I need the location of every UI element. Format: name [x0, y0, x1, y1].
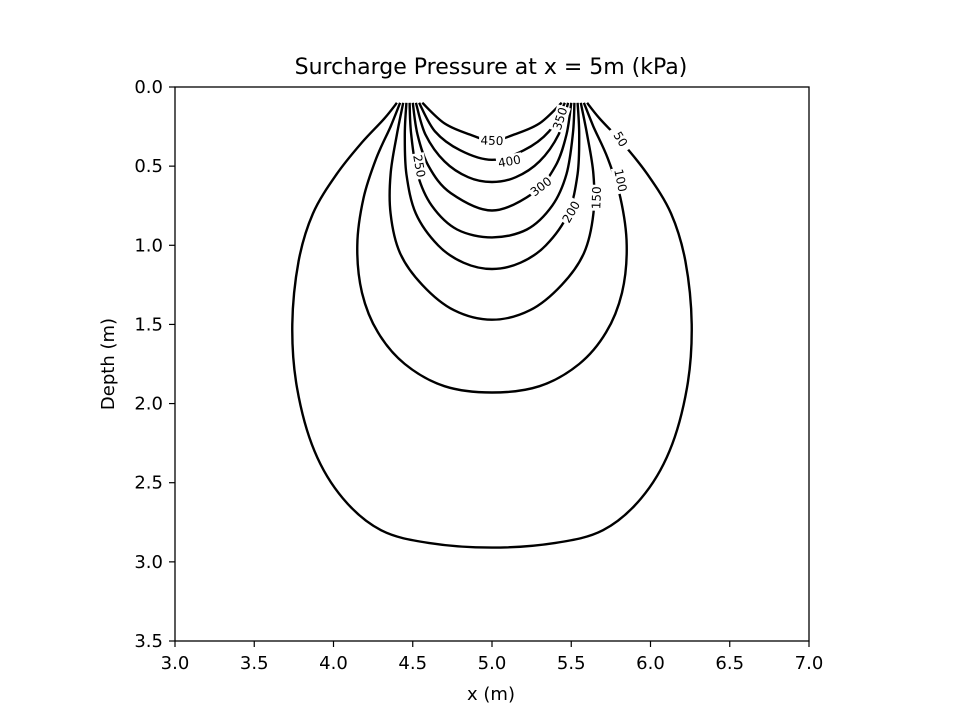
- contour-line-50: [291, 102, 693, 549]
- contour-label-bg: [589, 184, 605, 212]
- y-tick-label: 0.5: [134, 156, 163, 177]
- contour-line-200: [403, 102, 581, 271]
- contour-label-group-300: 300: [526, 173, 556, 201]
- contour-label-group-50: 50: [607, 124, 634, 154]
- x-tick-label: 3.5: [240, 653, 269, 674]
- contour-line-350: [414, 102, 570, 184]
- x-tick-label: 6.0: [636, 653, 665, 674]
- x-tick-label: 6.5: [715, 653, 744, 674]
- chart-title: Surcharge Pressure at x = 5m (kPa): [295, 55, 688, 80]
- y-axis-label: Depth (m): [98, 318, 119, 410]
- y-tick-label: 1.5: [134, 314, 163, 335]
- contour-label-150: 150: [589, 186, 604, 209]
- y-tick-label: 1.0: [134, 235, 163, 256]
- x-tick-label: 5.0: [478, 653, 507, 674]
- y-axis: 0.0 0.5 1.0 1.5 2.0 2.5 3.0 3.5: [134, 77, 175, 652]
- contour-line-300: [411, 102, 573, 212]
- contour-label-450: 450: [480, 133, 503, 148]
- contour-label-group-450: 450: [478, 133, 506, 149]
- x-tick-label: 5.5: [557, 653, 586, 674]
- y-tick-label: 3.5: [134, 631, 163, 652]
- contour-label-group-350: 350: [549, 104, 571, 134]
- contour-label-group-100: 100: [610, 166, 630, 195]
- y-tick-label: 3.0: [134, 552, 163, 573]
- contour-label-bg: [607, 124, 634, 154]
- y-tick-label: 0.0: [134, 77, 163, 98]
- plot-frame: [174, 86, 810, 642]
- contour-label-group-250: 250: [409, 152, 429, 181]
- contour-label-bg: [549, 104, 571, 134]
- contour-label-bg: [526, 173, 556, 201]
- contour-label-100: 100: [611, 168, 629, 193]
- contour-lines: [291, 101, 693, 549]
- contour-label-group-400: 400: [495, 152, 524, 171]
- x-tick-label: 7.0: [795, 653, 824, 674]
- y-tick-label: 2.5: [134, 473, 163, 494]
- contour-label-50: 50: [610, 129, 630, 149]
- contour-line-400: [418, 102, 566, 161]
- contour-label-400: 400: [497, 153, 522, 171]
- y-tick-label: 2.0: [134, 394, 163, 415]
- contour-label-bg: [495, 152, 524, 171]
- x-axis: 3.0 3.5 4.0 4.5 5.0 5.5 6.0 6.5 7.0: [161, 641, 824, 674]
- x-tick-label: 4.5: [398, 653, 427, 674]
- contour-label-group-150: 150: [589, 184, 605, 212]
- contour-label-bg: [610, 166, 630, 195]
- contour-label-bg: [478, 133, 506, 149]
- x-axis-label: x (m): [467, 684, 515, 705]
- contour-line-250: [408, 102, 576, 239]
- contour-line-100: [356, 102, 628, 394]
- x-tick-label: 3.0: [161, 653, 190, 674]
- x-tick-label: 4.0: [319, 653, 348, 674]
- contour-label-bg: [409, 152, 429, 181]
- contour-label-350: 350: [550, 106, 570, 132]
- contour-label-bg: [558, 197, 584, 227]
- contour-label-250: 250: [410, 154, 428, 179]
